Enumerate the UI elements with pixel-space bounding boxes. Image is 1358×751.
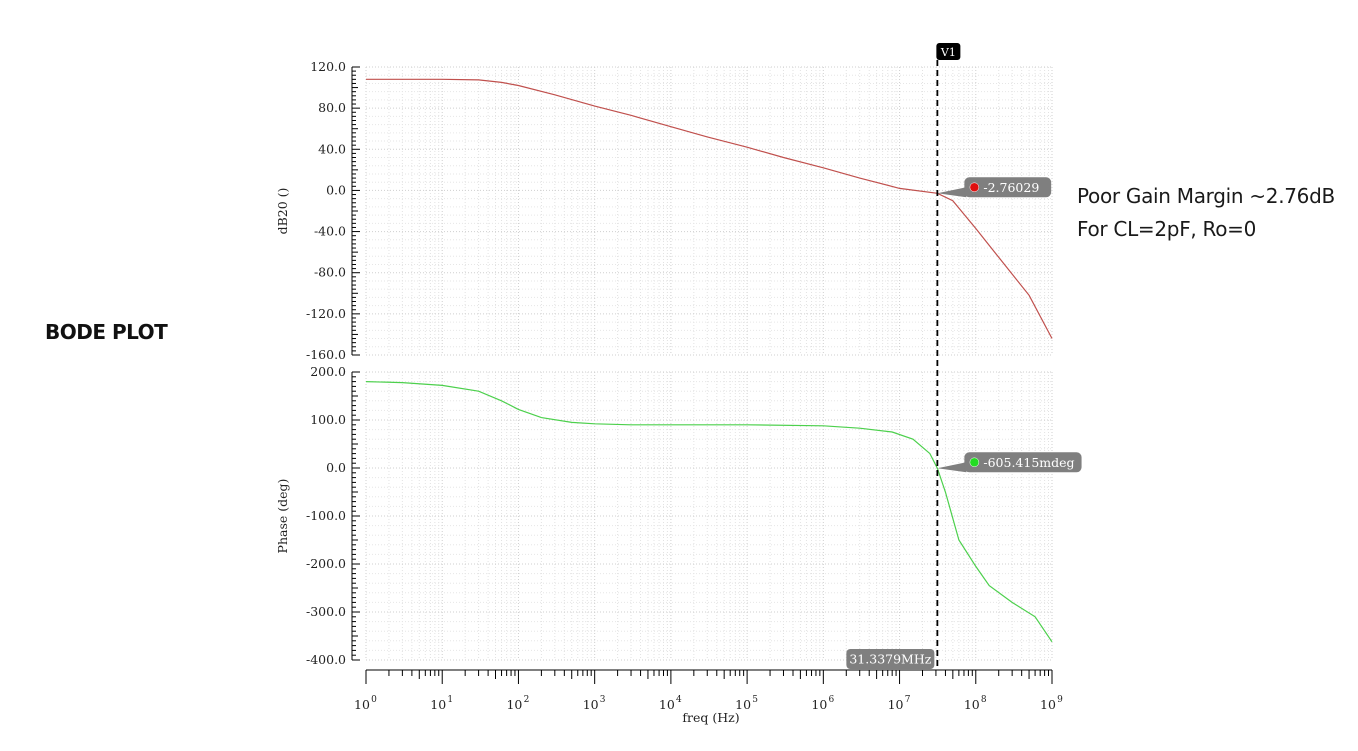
x-tick-exponent: 4 xyxy=(676,695,682,705)
cursor-frequency-label: 31.3379MHz xyxy=(849,652,931,667)
x-tick-label: 10 xyxy=(1040,697,1056,712)
cursor-tag-bg xyxy=(936,43,961,60)
x-tick-exponent: 9 xyxy=(1057,695,1063,705)
x-tick-label: 10 xyxy=(354,697,370,712)
x-tick-label: 10 xyxy=(506,697,522,712)
x-tick-exponent: 0 xyxy=(371,695,377,705)
cursor-frequency-badge: 31.3379MHz xyxy=(846,649,935,669)
x-tick-exponent: 6 xyxy=(828,695,834,705)
x-tick-label: 10 xyxy=(659,697,675,712)
y-tick-label: -120.0 xyxy=(306,306,346,321)
plot-caption: BODE PLOT xyxy=(45,320,168,344)
y-tick-label: -300.0 xyxy=(306,604,346,619)
x-tick-exponent: 2 xyxy=(524,695,530,705)
marker-dot xyxy=(969,182,980,193)
magnitude-series-line xyxy=(366,78,1053,339)
magnitude-grid xyxy=(365,66,1053,356)
x-axis-title: freq (Hz) xyxy=(682,710,739,725)
y-tick-label: -400.0 xyxy=(306,652,346,667)
magnitude-y-axis-title: dB20 () xyxy=(275,188,290,235)
y-tick-label: 80.0 xyxy=(318,100,346,115)
x-tick-exponent: 8 xyxy=(981,695,987,705)
x-tick-label: 10 xyxy=(430,697,446,712)
cursor-frequency-bg xyxy=(846,649,935,669)
gain-margin-note: Poor Gain Margin ~2.76dB For CL=2pF, Ro=… xyxy=(1077,180,1335,246)
y-tick-label: 200.0 xyxy=(310,364,346,379)
note-line-2: For CL=2pF, Ro=0 xyxy=(1077,217,1257,241)
x-tick-label: 10 xyxy=(964,697,980,712)
y-tick-label: 0.0 xyxy=(326,182,346,197)
note-line-1: Poor Gain Margin ~2.76dB xyxy=(1077,184,1335,208)
marker-value-label: -2.76029 xyxy=(983,180,1039,195)
marker-badge-bg xyxy=(964,452,1082,473)
phase-marker-badge: -605.415mdeg xyxy=(937,452,1082,473)
phase-grid xyxy=(365,371,1053,661)
phase-y-axis-title: Phase (deg) xyxy=(275,479,290,554)
magnitude-marker-badge: -2.76029 xyxy=(937,177,1052,198)
y-tick-label: -100.0 xyxy=(306,508,346,523)
y-tick-label: -200.0 xyxy=(306,556,346,571)
x-tick-label: 10 xyxy=(583,697,599,712)
phase-panel: 200.0 100.0 0.0 -100.0 -200.0 -300.0 -400.0 Pha… xyxy=(275,364,1082,667)
y-tick-label: 0.0 xyxy=(326,460,346,475)
x-tick-exponent: 5 xyxy=(752,695,758,705)
phase-series-line xyxy=(365,381,1053,643)
x-tick-label: 10 xyxy=(888,697,904,712)
y-tick-label: 40.0 xyxy=(318,141,346,156)
marker-dot xyxy=(969,457,980,468)
x-tick-label: 10 xyxy=(811,697,827,712)
x-tick-exponent: 3 xyxy=(600,695,606,705)
y-tick-label: 100.0 xyxy=(310,412,346,427)
y-tick-label: 120.0 xyxy=(310,59,346,74)
cursor-tag: V1 xyxy=(936,43,961,60)
marker-pointer xyxy=(937,187,967,198)
magnitude-panel: 120.0 80.0 40.0 0.0 -40.0 -80.0 -120.0 -160.0 dB… xyxy=(275,59,1053,362)
cursor-name-label: V1 xyxy=(940,46,956,59)
y-tick-label: -40.0 xyxy=(314,224,346,239)
marker-badge-bg xyxy=(964,177,1052,198)
marker-value-label: -605.415mdeg xyxy=(983,455,1074,470)
x-tick-exponent: 7 xyxy=(905,695,911,705)
y-tick-label: -160.0 xyxy=(306,347,346,362)
x-tick-label: 10 xyxy=(735,697,751,712)
marker-pointer xyxy=(937,462,967,473)
y-tick-label: -80.0 xyxy=(314,265,346,280)
x-tick-exponent: 1 xyxy=(447,695,453,705)
